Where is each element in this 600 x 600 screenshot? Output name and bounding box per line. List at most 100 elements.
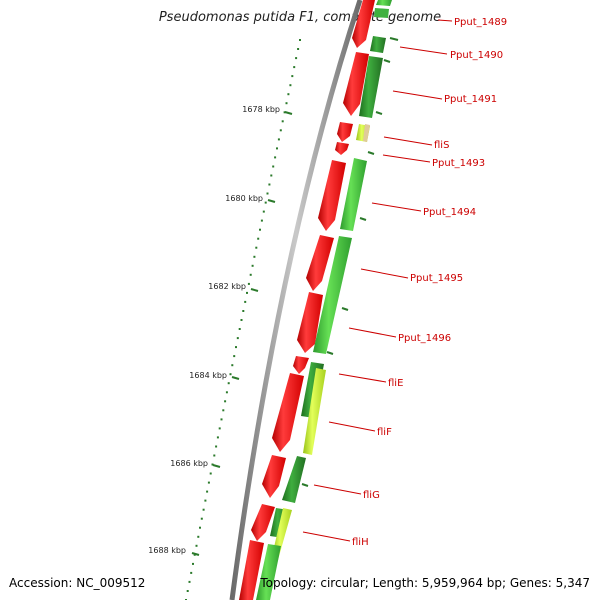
- track-feature[interactable]: [370, 36, 386, 53]
- scale-dot: [289, 84, 292, 87]
- callout-line: [437, 19, 453, 22]
- scale-dot: [279, 129, 282, 132]
- gene-label[interactable]: fliG: [363, 490, 380, 501]
- track-feature[interactable]: [313, 236, 352, 354]
- scale-dot: [200, 517, 203, 520]
- scale-dot: [231, 364, 234, 367]
- scale-tick-labels: 1678 kbp 1680 kbp 1682 kbp 1684 kbp 1686…: [148, 105, 280, 555]
- scale-dot: [235, 346, 237, 349]
- gene-label[interactable]: fliS: [434, 140, 449, 151]
- gene-label[interactable]: Pput_1494: [423, 207, 476, 218]
- scale-dot: [247, 282, 250, 285]
- cds-feature[interactable]: [272, 373, 304, 452]
- cds-feature[interactable]: [262, 455, 286, 498]
- scale-dot: [186, 590, 189, 592]
- gene-label[interactable]: Pput_1491: [444, 94, 497, 105]
- track-feature[interactable]: [374, 8, 389, 18]
- cds-feature[interactable]: [352, 0, 375, 48]
- callout-line: [360, 268, 409, 279]
- scale-dot: [262, 210, 265, 213]
- gene-label[interactable]: Pput_1496: [398, 333, 451, 344]
- scale-dot: [192, 562, 194, 565]
- gene-label[interactable]: fliH: [352, 537, 369, 548]
- cds-feature[interactable]: [335, 142, 349, 155]
- scale-dot: [190, 571, 193, 574]
- cds-feature[interactable]: [306, 235, 334, 291]
- track-feature[interactable]: [340, 158, 367, 231]
- scale-dot: [222, 409, 225, 412]
- callout-line: [338, 373, 387, 383]
- scale-tick-mark: [284, 111, 293, 115]
- track-feature[interactable]: [256, 544, 281, 600]
- scale-tick-label: 1688 kbp: [148, 546, 186, 555]
- scale-dot: [276, 147, 278, 150]
- track-feature[interactable]: [282, 456, 306, 503]
- callout-line: [313, 484, 362, 495]
- scale-dot: [197, 535, 200, 538]
- cds-feature[interactable]: [293, 356, 309, 374]
- scale-dot: [216, 436, 219, 439]
- gene-label[interactable]: Pput_1489: [454, 17, 507, 28]
- scale-tick-label: 1686 kbp: [170, 459, 208, 468]
- scale-dot: [206, 490, 209, 493]
- scale-dot: [297, 48, 300, 50]
- scale-tick-label: 1678 kbp: [242, 105, 280, 114]
- scale-dot: [242, 310, 245, 312]
- scale-dot: [253, 255, 256, 258]
- scale-dot: [295, 57, 298, 60]
- scale-dot: [199, 526, 201, 529]
- genome-backbone: [229, 0, 363, 600]
- scale-dot: [225, 391, 228, 394]
- scale-tick-marks: [191, 111, 293, 556]
- scale-dot: [270, 174, 273, 177]
- scale-dot: [211, 463, 214, 466]
- callout-line: [383, 136, 433, 146]
- gene-callouts: [302, 19, 453, 542]
- scale-dot: [299, 39, 301, 41]
- scale-dot: [224, 400, 227, 403]
- callout-line: [348, 327, 397, 338]
- scale-dot: [227, 382, 230, 385]
- gene-label[interactable]: fliE: [388, 378, 403, 389]
- track-feature[interactable]: [303, 368, 326, 455]
- track-feature[interactable]: [359, 56, 383, 118]
- scale-dot: [229, 373, 232, 376]
- callout-line: [302, 531, 351, 542]
- feature-marker: [375, 111, 383, 115]
- scale-dot: [238, 328, 241, 330]
- cds-feature[interactable]: [251, 504, 275, 541]
- scale-dot: [277, 138, 280, 141]
- cds-feature[interactable]: [337, 122, 353, 142]
- gene-label[interactable]: Pput_1493: [432, 158, 485, 169]
- gene-label[interactable]: Pput_1495: [410, 273, 463, 284]
- scale-dot: [283, 111, 286, 114]
- gene-label[interactable]: fliF: [377, 427, 392, 438]
- similarity-track: [256, 0, 392, 600]
- scale-dots: [185, 39, 301, 600]
- scale-dot: [244, 300, 247, 303]
- scale-dot: [291, 75, 294, 78]
- callout-line: [371, 202, 422, 212]
- scale-dot: [285, 102, 288, 105]
- scale-tick-mark: [250, 288, 259, 292]
- callout-line: [382, 154, 431, 163]
- feature-marker: [359, 217, 367, 221]
- scale-dot: [215, 445, 218, 448]
- cds-feature[interactable]: [297, 292, 323, 353]
- track-feature[interactable]: [363, 124, 370, 142]
- gene-label[interactable]: Pput_1490: [450, 50, 503, 61]
- cds-track: [239, 0, 375, 600]
- scale-dot: [255, 246, 258, 249]
- track-feature[interactable]: [376, 0, 392, 6]
- cds-feature[interactable]: [239, 540, 264, 600]
- cds-feature[interactable]: [318, 160, 346, 231]
- scale-dot: [268, 183, 271, 186]
- scale-dot: [260, 219, 263, 222]
- scale-dot: [272, 165, 275, 168]
- cds-feature[interactable]: [343, 52, 369, 116]
- scale-tick-label: 1684 kbp: [189, 371, 227, 380]
- scale-tick-mark: [231, 376, 240, 380]
- scale-dot: [264, 201, 267, 204]
- scale-dot: [293, 66, 296, 69]
